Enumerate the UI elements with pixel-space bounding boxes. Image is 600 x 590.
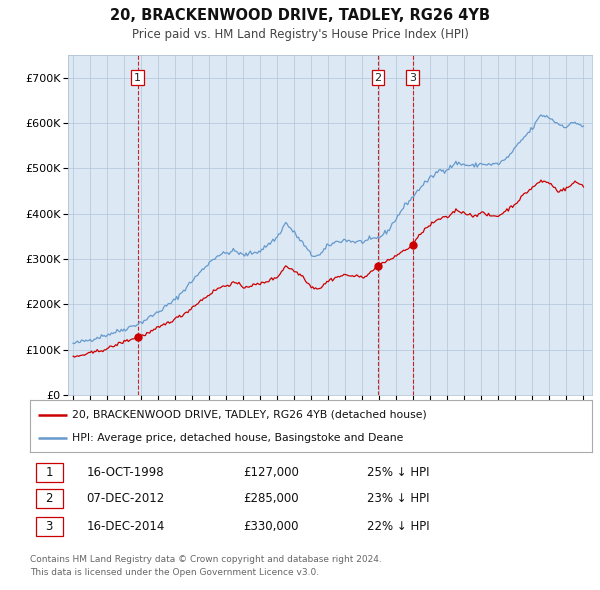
Text: 16-DEC-2014: 16-DEC-2014 — [86, 520, 164, 533]
FancyBboxPatch shape — [35, 517, 62, 536]
Text: £127,000: £127,000 — [244, 466, 299, 479]
Text: £285,000: £285,000 — [244, 492, 299, 505]
FancyBboxPatch shape — [35, 489, 62, 508]
Text: 2: 2 — [374, 73, 382, 83]
Text: This data is licensed under the Open Government Licence v3.0.: This data is licensed under the Open Gov… — [30, 568, 319, 577]
Text: £330,000: £330,000 — [244, 520, 299, 533]
Text: 3: 3 — [409, 73, 416, 83]
Text: 3: 3 — [46, 520, 53, 533]
Text: Price paid vs. HM Land Registry's House Price Index (HPI): Price paid vs. HM Land Registry's House … — [131, 28, 469, 41]
Text: 16-OCT-1998: 16-OCT-1998 — [86, 466, 164, 479]
Text: 1: 1 — [46, 466, 53, 479]
Text: 22% ↓ HPI: 22% ↓ HPI — [367, 520, 430, 533]
Text: 1: 1 — [134, 73, 141, 83]
Text: 20, BRACKENWOOD DRIVE, TADLEY, RG26 4YB: 20, BRACKENWOOD DRIVE, TADLEY, RG26 4YB — [110, 8, 490, 23]
Text: 2: 2 — [46, 492, 53, 505]
Text: 25% ↓ HPI: 25% ↓ HPI — [367, 466, 430, 479]
Text: 07-DEC-2012: 07-DEC-2012 — [86, 492, 164, 505]
Text: Contains HM Land Registry data © Crown copyright and database right 2024.: Contains HM Land Registry data © Crown c… — [30, 555, 382, 564]
Text: 20, BRACKENWOOD DRIVE, TADLEY, RG26 4YB (detached house): 20, BRACKENWOOD DRIVE, TADLEY, RG26 4YB … — [72, 409, 427, 419]
Text: HPI: Average price, detached house, Basingstoke and Deane: HPI: Average price, detached house, Basi… — [72, 434, 404, 444]
FancyBboxPatch shape — [35, 463, 62, 482]
Text: 23% ↓ HPI: 23% ↓ HPI — [367, 492, 430, 505]
